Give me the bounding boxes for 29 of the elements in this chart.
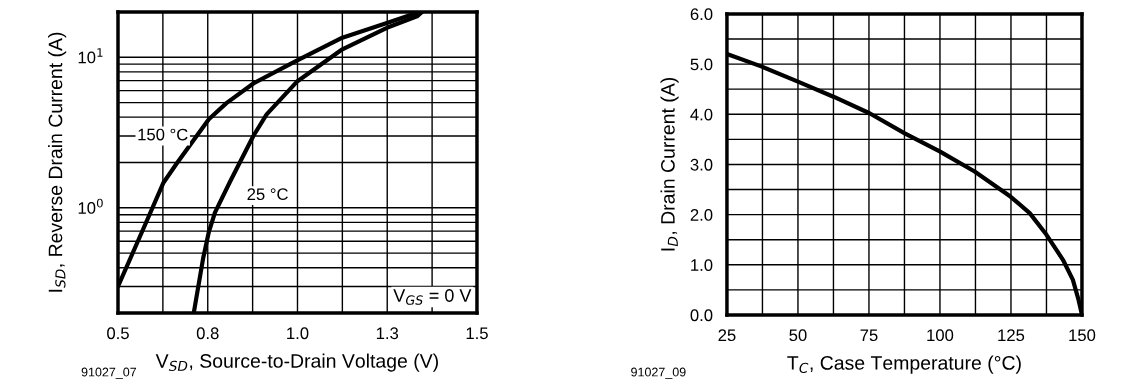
x-axis-title: T$_{C}$, Case Temperature (°C): [787, 355, 1021, 374]
text: 91027_09: [631, 367, 686, 379]
x-tick-label: 1.5: [466, 327, 488, 340]
x-tick-label: 75: [860, 329, 878, 342]
y-tick-label: 2.0: [690, 209, 713, 221]
y-tick-label: 1.0: [691, 259, 713, 271]
text: 91027_07: [81, 367, 137, 379]
y-tick-label: 10$^{1}$: [78, 48, 103, 64]
series-label: 25 °C: [247, 188, 288, 201]
x-tick-label: 1.3: [376, 327, 399, 340]
y-tick-label: 6.0: [690, 8, 713, 21]
y-tick-label: 3.0: [690, 158, 713, 171]
x-tick-label: 125: [998, 329, 1025, 342]
x-tick-label: 0.8: [196, 327, 219, 340]
x-tick-label: 0.5: [107, 327, 129, 340]
x-tick-label: 1.0: [287, 327, 309, 340]
y-tick-label: 5.0: [690, 58, 713, 71]
y-axis-title: I$_{D}$, Drain Current (A): [660, 78, 679, 251]
x-axis-title: V$_{SD}$, Source-to-Drain Voltage (V): [155, 353, 438, 372]
series-label: 150 °C: [138, 128, 188, 141]
y-tick-label: 0.0: [690, 309, 713, 322]
x-tick-label: 25: [718, 329, 736, 342]
y-tick-label: 4.0: [690, 108, 713, 121]
x-tick-label: 50: [789, 329, 807, 342]
y-tick-label: 10$^{0}$: [78, 198, 103, 214]
y-axis-title: I$_{SD}$, Reverse Drain Current (A): [48, 32, 67, 292]
annotation: V$_{GS}$ = 0 V: [393, 289, 472, 305]
x-tick-label: 150: [1069, 329, 1096, 342]
x-tick-label: 100: [927, 329, 954, 342]
